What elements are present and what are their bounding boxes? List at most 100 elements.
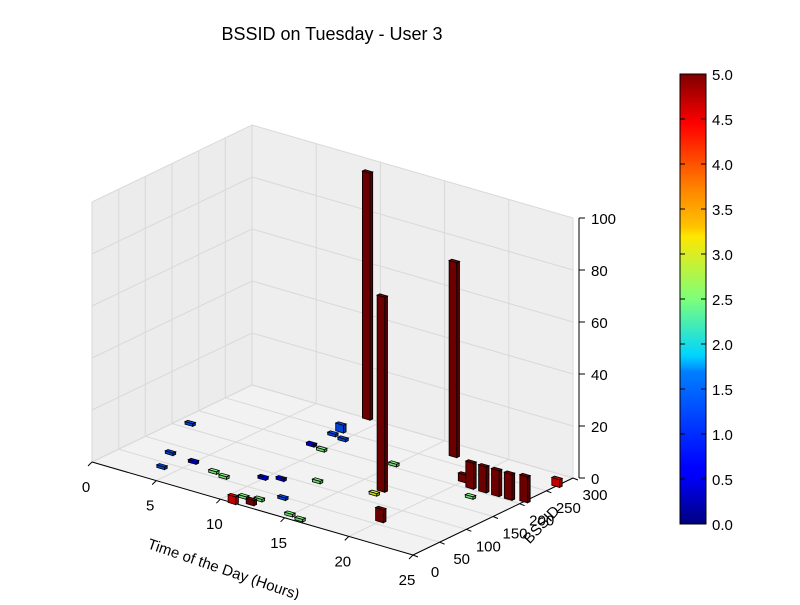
z-tick-label: 40: [591, 367, 608, 384]
bar-top-face: [387, 460, 401, 465]
colorbar-tick-label: 2.5: [712, 292, 733, 309]
x-tick-label: 0: [82, 479, 90, 496]
colorbar-tick-label: 4.0: [712, 157, 733, 174]
x-tick-mark: [87, 461, 93, 467]
bar: [293, 515, 307, 523]
bar: [207, 467, 221, 476]
bar-top-face: [315, 445, 328, 451]
bar-top-face: [518, 472, 532, 478]
grid-line-z: [91, 384, 574, 479]
colorbar-tick-label: 3.5: [712, 202, 733, 219]
bar-top-face: [274, 475, 288, 480]
bar: [245, 496, 258, 507]
z-tick-label: 0: [591, 471, 599, 488]
z-tick-label: 80: [591, 263, 608, 280]
bar-side-face: [384, 295, 388, 493]
y-tick-mark: [466, 528, 472, 532]
bar: [336, 435, 350, 443]
bar-top-face: [464, 459, 478, 464]
x-tick-mark: [280, 517, 285, 523]
y-tick-label: 150: [502, 526, 527, 543]
x-tick-mark: [151, 480, 157, 485]
x-tick-mark: [344, 536, 350, 541]
y-tick-mark: [412, 554, 419, 558]
bar-top-face: [336, 435, 350, 440]
bar-top-face: [276, 494, 290, 499]
grid-line-z: [91, 176, 574, 271]
grid-line-z: [91, 332, 574, 427]
colorbar-tick-label: 2.0: [712, 337, 733, 354]
bar: [315, 445, 328, 453]
bar: [518, 472, 532, 504]
grid-line-z: [91, 124, 574, 219]
bar: [326, 430, 340, 438]
bar-top-face: [361, 169, 374, 174]
x-tick-label: 25: [399, 572, 416, 589]
bar-top-face: [334, 421, 348, 426]
bar-side-face: [498, 468, 503, 498]
y-tick-label: 50: [453, 551, 470, 568]
bar-side-face: [369, 171, 374, 421]
bar: [361, 169, 374, 421]
bar: [477, 463, 491, 494]
bar-top-face: [375, 293, 389, 298]
bar: [311, 477, 324, 485]
bar-front-face: [491, 467, 500, 498]
bar-top-face: [367, 489, 381, 495]
bar-top-face: [311, 477, 324, 482]
bar-top-face: [187, 457, 200, 463]
z-tick-label: 60: [591, 315, 608, 332]
bar-side-face: [527, 474, 531, 504]
bar-side-face: [456, 260, 460, 459]
y-tick-mark: [519, 503, 525, 507]
bar-top-face: [183, 419, 197, 425]
bar: [274, 475, 288, 483]
grid-line-z: [91, 228, 574, 323]
bar-top-face: [464, 492, 477, 498]
back-pane: [252, 125, 573, 478]
bar-side-face: [511, 472, 516, 502]
bar-front-face: [465, 460, 474, 490]
x-tick-label: 15: [270, 535, 287, 552]
z-tick-label: 20: [591, 419, 608, 436]
bar-front-face: [448, 259, 458, 459]
bar-top-face: [245, 496, 258, 502]
bar: [305, 440, 318, 448]
bar: [283, 510, 297, 518]
bar: [226, 492, 240, 506]
y-tick-label: 0: [431, 564, 439, 581]
bar-top-face: [283, 510, 297, 515]
bar-top-face: [207, 467, 221, 473]
bar: [256, 473, 270, 482]
colorbar-tick-label: 3.0: [712, 247, 733, 264]
x-tick-mark: [216, 498, 221, 504]
y-tick-label: 300: [582, 487, 607, 504]
y-tick-mark: [492, 516, 499, 519]
bar: [164, 449, 177, 457]
bar-front-face: [376, 294, 386, 493]
bar: [387, 460, 401, 468]
bar-side-face: [485, 465, 490, 494]
grid-line-z: [91, 280, 574, 375]
bar-top-face: [477, 463, 491, 468]
bar-top-face: [503, 470, 516, 475]
x-tick-label: 20: [334, 553, 351, 570]
colorbar-ticks: 0.0 0.5 1.0 1.5 2.0 2.5 3.0 3.5 4.0 4.5 5.0: [680, 67, 733, 534]
bar-top-face: [164, 449, 177, 454]
bar: [217, 472, 231, 481]
z-tick-label: 100: [591, 211, 616, 228]
bar-side-face: [382, 507, 387, 524]
bar: [155, 463, 169, 471]
bar: [253, 495, 266, 503]
bar-top-face: [326, 430, 340, 435]
bar-top-face: [237, 492, 251, 498]
colorbar-tick-label: 1.0: [712, 427, 733, 444]
colorbar-tick-label: 0.0: [712, 517, 733, 534]
bar-side-face: [473, 461, 477, 490]
bar: [334, 421, 348, 434]
bar: [464, 459, 478, 490]
y-tick-label: 100: [476, 538, 501, 555]
x-tick-mark: [408, 554, 414, 560]
